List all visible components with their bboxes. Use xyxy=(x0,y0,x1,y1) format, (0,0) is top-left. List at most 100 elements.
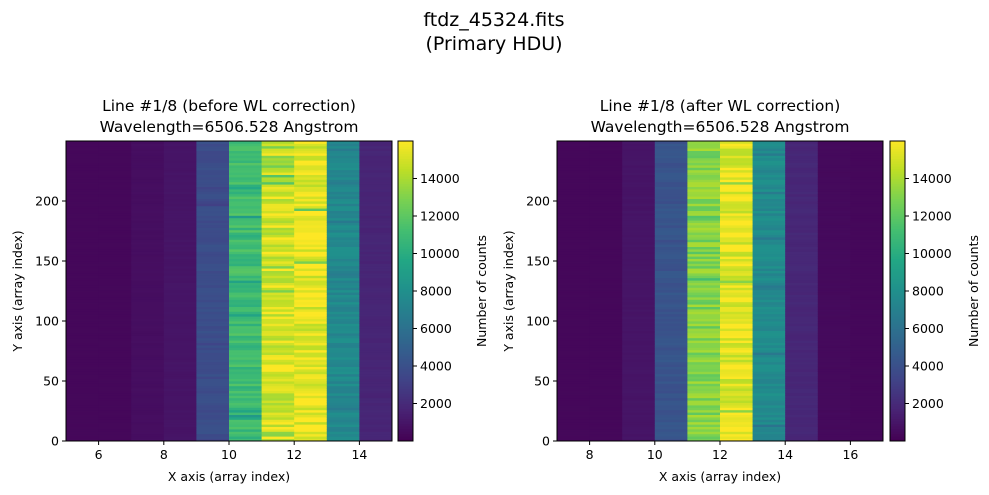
heatmap-cell xyxy=(850,239,883,243)
heatmap-cell xyxy=(163,225,197,228)
heatmap-cell xyxy=(196,412,230,415)
heatmap-cell xyxy=(196,225,230,228)
heatmap-cell xyxy=(229,301,262,305)
heatmap-cell xyxy=(589,265,623,269)
heatmap-cell xyxy=(131,229,165,233)
heatmap-cell xyxy=(326,162,360,166)
heatmap-cell xyxy=(326,275,360,279)
heatmap-cell xyxy=(687,345,721,348)
heatmap-cell xyxy=(163,431,197,435)
heatmap-cell xyxy=(163,189,197,192)
heatmap-cell xyxy=(850,409,883,413)
heatmap-cell xyxy=(196,297,230,300)
heatmap-cell xyxy=(98,325,132,329)
heatmap-cell xyxy=(557,253,590,257)
heatmap-cell xyxy=(557,417,590,420)
heatmap-cell xyxy=(654,256,688,259)
heatmap-cell xyxy=(229,388,262,391)
heatmap-cell xyxy=(261,337,295,341)
heatmap-cell xyxy=(817,393,851,396)
heatmap-cell xyxy=(817,330,851,334)
heatmap-cell xyxy=(785,227,819,231)
heatmap-cell xyxy=(622,143,656,147)
heatmap-cell xyxy=(163,335,197,339)
heatmap-cell xyxy=(131,376,165,379)
heatmap-cell xyxy=(557,294,590,298)
heatmap-cell xyxy=(622,311,656,315)
heatmap-cell xyxy=(229,261,262,264)
heatmap-cell xyxy=(326,438,360,441)
heatmap-cell xyxy=(557,405,590,408)
heatmap-cell xyxy=(229,205,262,209)
heatmap-cell xyxy=(785,340,819,343)
heatmap-cell xyxy=(654,246,688,250)
heatmap-cell xyxy=(66,203,99,207)
heatmap-cell xyxy=(785,395,819,399)
heatmap-cell xyxy=(326,141,360,144)
heatmap-cell xyxy=(785,335,819,339)
panel-title-line2: Wavelength=6506.528 Angstrom xyxy=(591,118,850,136)
heatmap-cell xyxy=(261,321,295,324)
heatmap-cell xyxy=(66,277,99,281)
heatmap-cell xyxy=(359,270,392,274)
heatmap-cell xyxy=(131,249,165,252)
heatmap-cell xyxy=(785,337,819,341)
heatmap-cell xyxy=(131,359,165,363)
heatmap-cell xyxy=(359,177,392,180)
heatmap-cell xyxy=(687,417,721,420)
heatmap-cell xyxy=(557,400,590,403)
heatmap-cell xyxy=(196,414,230,418)
heatmap-cell xyxy=(326,289,360,293)
heatmap-cell xyxy=(294,385,328,389)
heatmap-cell xyxy=(98,203,132,207)
heatmap-cell xyxy=(261,388,295,391)
heatmap-cell xyxy=(850,191,883,195)
heatmap-cell xyxy=(850,232,883,235)
heatmap-cell xyxy=(326,299,360,303)
heatmap-cell xyxy=(261,409,295,413)
heatmap-cell xyxy=(557,313,590,317)
heatmap-cell xyxy=(785,249,819,252)
heatmap-cell xyxy=(720,313,753,317)
heatmap-cell xyxy=(557,366,590,370)
heatmap-cell xyxy=(850,181,883,185)
heatmap-cell xyxy=(785,203,819,207)
heatmap-cell xyxy=(261,244,295,247)
heatmap-cell xyxy=(163,268,197,271)
heatmap-cell xyxy=(654,169,688,173)
heatmap-cell xyxy=(229,203,262,207)
heatmap-cell xyxy=(66,369,99,372)
heatmap-cell xyxy=(98,297,132,300)
heatmap-cell xyxy=(359,354,392,358)
heatmap-cell xyxy=(752,309,786,312)
heatmap-cell xyxy=(687,405,721,408)
heatmap-cell xyxy=(98,345,132,348)
heatmap-cell xyxy=(622,400,656,403)
heatmap-cell xyxy=(131,256,165,259)
heatmap-cell xyxy=(785,400,819,403)
heatmap-cell xyxy=(752,390,786,394)
heatmap-cell xyxy=(196,342,230,346)
heatmap-cell xyxy=(850,153,883,156)
heatmap-cell xyxy=(196,273,230,276)
heatmap-cell xyxy=(720,253,753,257)
heatmap-cell xyxy=(66,313,99,317)
heatmap-cell xyxy=(359,277,392,281)
heatmap-cell xyxy=(850,313,883,317)
heatmap-cell xyxy=(196,383,230,387)
heatmap-cell xyxy=(163,421,197,425)
heatmap-cell xyxy=(359,229,392,233)
heatmap-cell xyxy=(654,333,688,336)
heatmap-cell xyxy=(720,409,753,413)
heatmap-cell xyxy=(196,217,230,221)
heatmap-cell xyxy=(850,393,883,396)
heatmap-cell xyxy=(817,282,851,286)
heatmap-cell xyxy=(687,153,721,156)
heatmap-cell xyxy=(98,369,132,372)
heatmap-cell xyxy=(229,275,262,279)
heatmap-cell xyxy=(589,371,623,375)
heatmap-cell xyxy=(229,371,262,375)
heatmap-cell xyxy=(196,189,230,192)
heatmap-cell xyxy=(196,352,230,355)
heatmap-cell xyxy=(261,304,295,307)
